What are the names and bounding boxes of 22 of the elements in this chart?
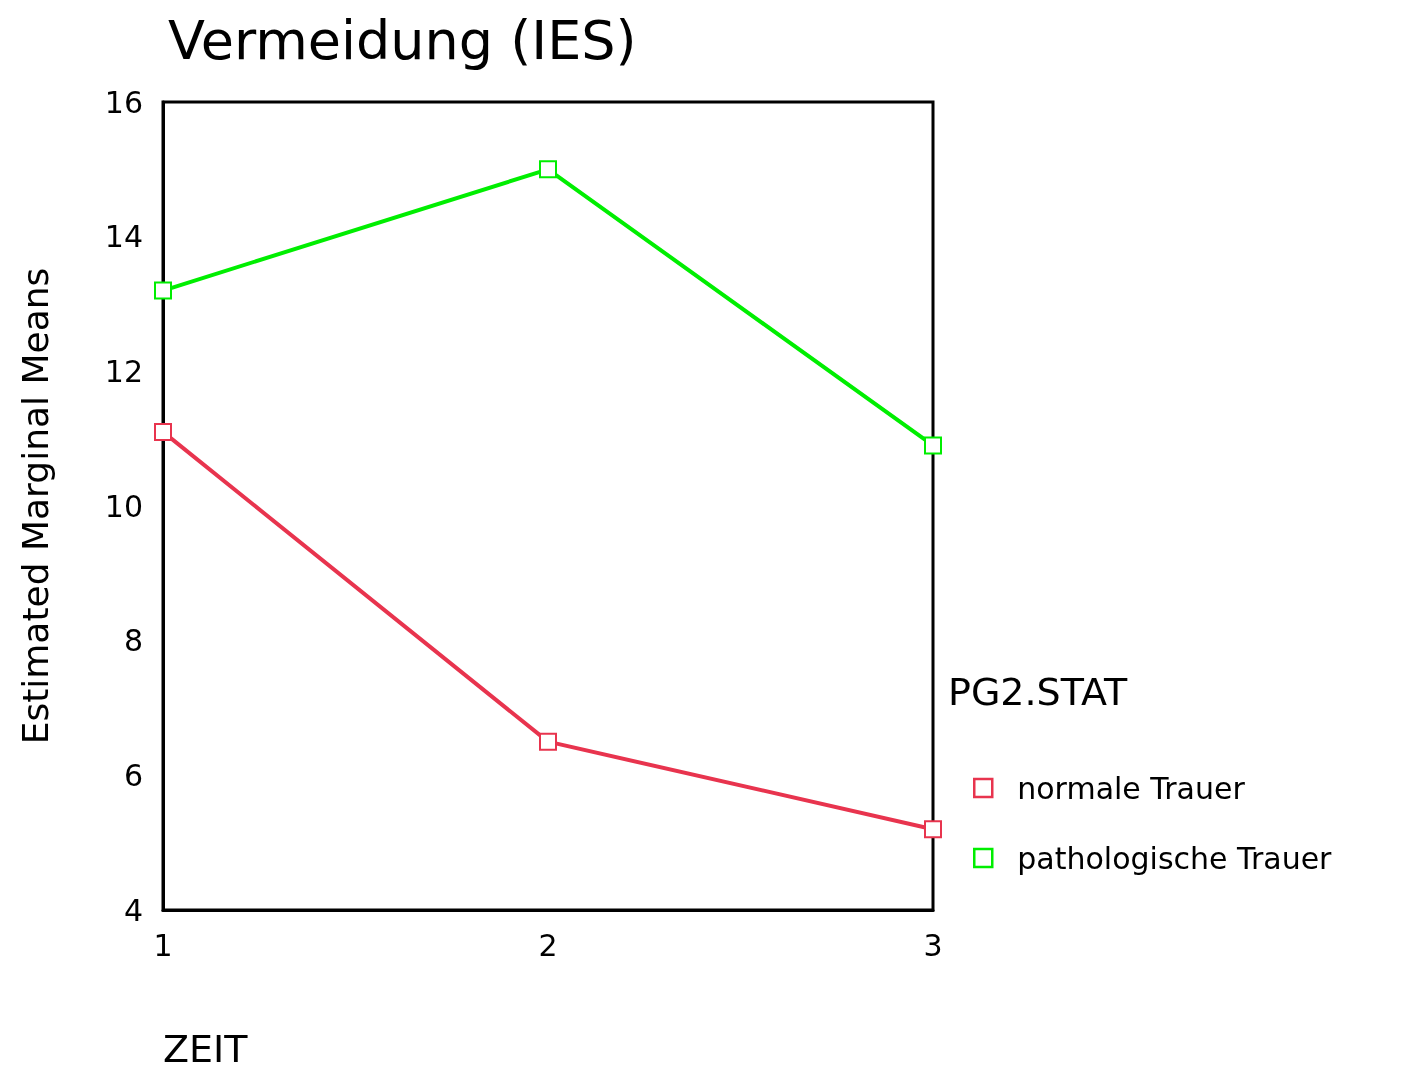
y-tick-label: 14 <box>104 219 143 255</box>
y-axis-title: Estimated Marginal Means <box>14 267 56 745</box>
y-tick-label: 8 <box>123 623 143 659</box>
legend-title: PG2.STAT <box>948 670 1129 714</box>
y-tick-label: 6 <box>123 757 143 793</box>
y-tick-label: 12 <box>104 353 143 389</box>
point <box>154 422 172 441</box>
chart-title: Vermeidung (IES) <box>168 8 637 72</box>
y-tick-label: 4 <box>123 892 143 928</box>
y-tick-label: 16 <box>104 84 143 120</box>
x-axis-title: ZEIT <box>163 1027 249 1071</box>
legend-label: normale Trauer <box>1017 770 1246 806</box>
point <box>539 732 557 751</box>
x-tick-label: 1 <box>153 927 173 963</box>
point <box>924 436 942 455</box>
x-tick-label: 3 <box>923 927 943 963</box>
point <box>539 160 557 179</box>
x-tick-label: 2 <box>538 927 558 963</box>
legend-label: pathologische Trauer <box>1017 840 1333 876</box>
point <box>154 281 172 300</box>
y-tick-label: 10 <box>104 488 143 524</box>
point <box>924 820 942 839</box>
